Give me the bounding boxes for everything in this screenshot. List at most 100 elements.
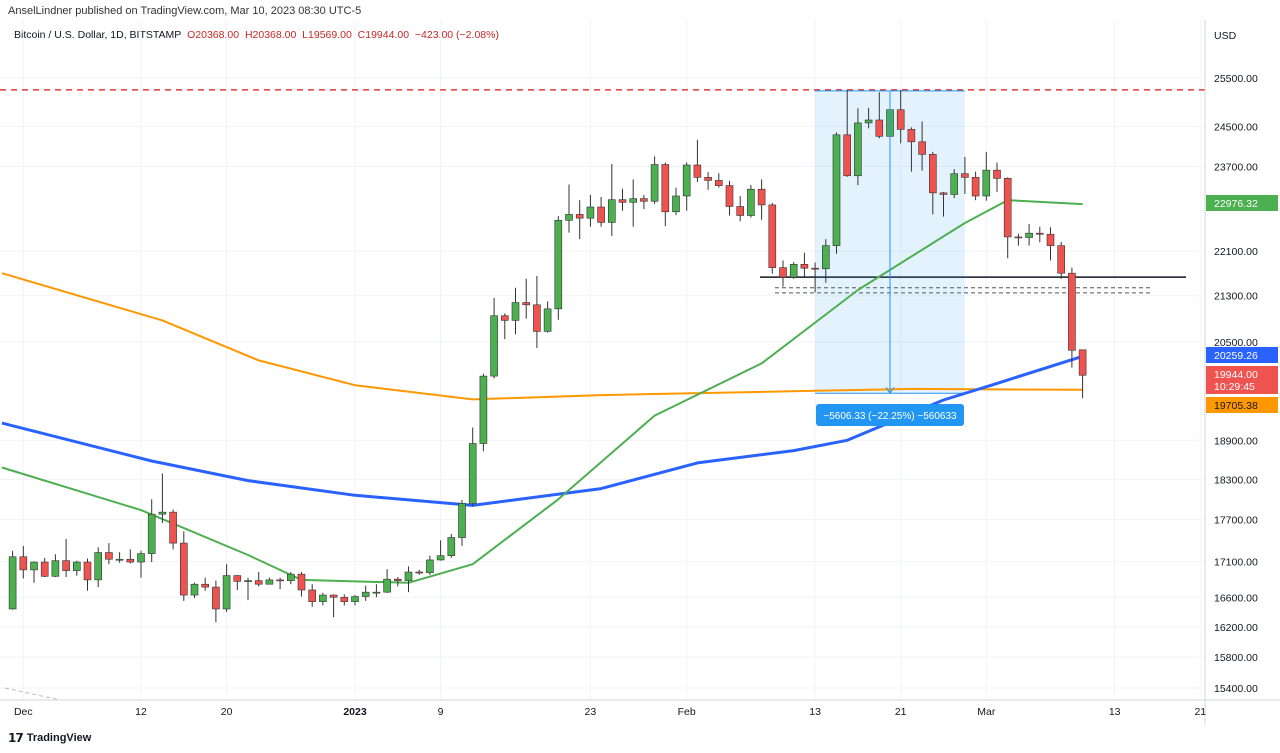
- candle: [939, 191, 948, 217]
- candle-body: [115, 558, 124, 561]
- candle-body: [629, 198, 638, 203]
- candle: [137, 550, 145, 578]
- candle-body: [779, 267, 787, 278]
- candle: [1025, 224, 1033, 246]
- price-label-value: 19705.38: [1214, 400, 1258, 412]
- candle-body: [361, 591, 370, 597]
- candle: [789, 262, 798, 279]
- candle: [554, 216, 563, 320]
- x-tick-label: 20: [221, 706, 233, 718]
- candle-body: [918, 141, 926, 155]
- candle-body: [319, 594, 327, 602]
- x-tick-label: Feb: [678, 706, 696, 718]
- y-tick-label: 22100.00: [1214, 246, 1258, 258]
- time-axis[interactable]: Dec 12 20 2023 9 23 Feb 13 21 Mar 13 21: [14, 706, 1206, 718]
- candle: [319, 592, 327, 606]
- x-tick-label: 2023: [343, 706, 367, 718]
- candle: [468, 427, 477, 507]
- candle-body: [971, 177, 980, 197]
- change-value: −423.00 (−2.08%): [414, 29, 499, 41]
- y-tick-label: 17100.00: [1214, 556, 1258, 568]
- candle-body: [811, 267, 819, 270]
- candle-body: [404, 571, 413, 581]
- y-tick-label: 15800.00: [1214, 652, 1258, 664]
- candle-body: [383, 578, 391, 593]
- candle: [672, 187, 680, 215]
- price-axis[interactable]: 25500.00 24500.00 23700.00 22100.00 21300.00…: [1214, 73, 1258, 695]
- candle: [618, 188, 627, 211]
- candle-body: [436, 555, 445, 561]
- candle: [393, 577, 402, 587]
- candle-body: [169, 511, 177, 544]
- candle-body: [1046, 233, 1055, 246]
- y-tick-label: 21300.00: [1214, 291, 1258, 303]
- candle: [265, 577, 274, 585]
- candle: [693, 139, 702, 182]
- candle: [1078, 349, 1087, 399]
- candle: [286, 572, 295, 585]
- x-tick-label: 13: [809, 706, 821, 718]
- price-label-bg: [1206, 195, 1278, 211]
- currency-label: USD: [1214, 30, 1237, 42]
- candle: [383, 569, 391, 593]
- candle-body: [1025, 232, 1033, 238]
- brand-name: TradingView: [26, 732, 92, 744]
- candle: [94, 547, 102, 588]
- candle-body: [40, 561, 49, 577]
- candle-body: [854, 122, 862, 177]
- candle-body: [500, 315, 509, 321]
- x-tick-label: 21: [1194, 706, 1206, 718]
- candle-body: [682, 164, 691, 197]
- candle: [950, 169, 959, 199]
- candle: [19, 545, 28, 579]
- candle: [757, 179, 766, 220]
- candle: [83, 558, 92, 591]
- price-label-bg: [1206, 397, 1278, 413]
- candle-body: [693, 164, 702, 178]
- symbol-name[interactable]: Bitcoin / U.S. Dollar, 1D, BITSTAMP: [14, 29, 182, 41]
- candle-body: [714, 180, 723, 186]
- candle-body: [768, 204, 777, 268]
- candle-body: [928, 154, 937, 194]
- candles: [8, 89, 1087, 623]
- candle-body: [533, 304, 541, 332]
- candle: [821, 239, 830, 283]
- y-tick-label: 25500.00: [1214, 73, 1258, 85]
- candle: [843, 89, 852, 177]
- candle: [714, 173, 723, 188]
- candle: [426, 555, 434, 575]
- candle-body: [393, 578, 402, 581]
- candle: [875, 92, 884, 139]
- candle-body: [190, 583, 199, 596]
- candle-body: [8, 556, 17, 610]
- candle-body: [83, 561, 92, 581]
- candle: [586, 194, 595, 227]
- candle-body: [672, 195, 680, 213]
- candle-body: [704, 177, 712, 181]
- candle-body: [265, 579, 274, 585]
- moving-averages: [1, 199, 1084, 584]
- price-label-value: 20259.26: [1214, 350, 1258, 362]
- candle: [372, 584, 381, 598]
- candle-body: [415, 571, 424, 574]
- candle-body: [832, 134, 841, 246]
- candle: [682, 162, 691, 211]
- candle-body: [158, 511, 167, 515]
- x-tick-label: 21: [895, 706, 907, 718]
- candle: [458, 499, 466, 546]
- price-label: 20259.26: [1206, 347, 1278, 363]
- candle: [254, 572, 263, 587]
- candle: [779, 260, 787, 287]
- candle: [447, 534, 456, 558]
- candle: [918, 121, 926, 171]
- publisher-line: AnselLindner published on TradingView.co…: [8, 5, 362, 17]
- candle: [736, 195, 745, 222]
- candle: [30, 561, 38, 583]
- price-label: 22976.32: [1206, 195, 1278, 211]
- candle-body: [747, 188, 755, 216]
- candle: [115, 552, 124, 563]
- candle-body: [222, 575, 231, 610]
- candle-body: [821, 245, 830, 270]
